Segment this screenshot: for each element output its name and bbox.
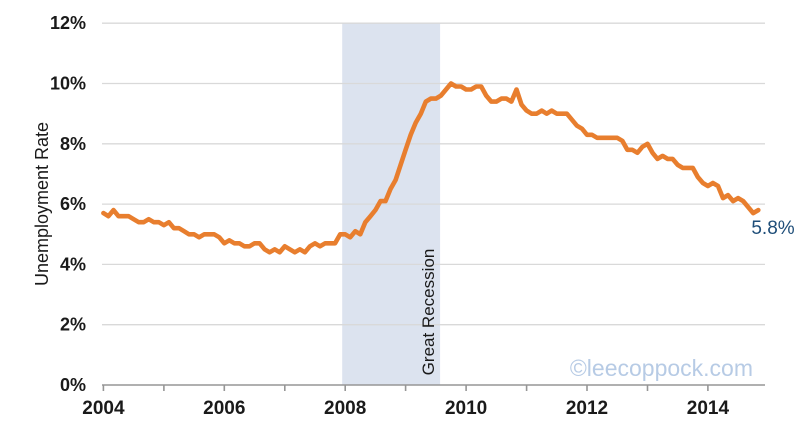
x-tick-label: 2014 <box>687 398 730 419</box>
x-tick-label: 2006 <box>203 398 245 419</box>
y-tick-label: 4% <box>60 254 86 274</box>
x-tick-label: 2004 <box>82 398 125 419</box>
y-tick-labels: 0% 2% 4% 6% 8% 10% 12% <box>50 13 86 395</box>
unemployment-line <box>101 81 761 255</box>
y-tick-label: 2% <box>60 315 86 335</box>
gridlines-layer <box>102 22 765 326</box>
x-tick-labels: 2004 2006 2008 2010 2012 2014 <box>82 398 729 419</box>
watermark-text: ©leecoppock.com <box>570 355 753 381</box>
end-value-label: 5.8% <box>751 218 794 239</box>
x-tick-label: 2012 <box>566 398 608 419</box>
x-axis-layer <box>102 384 765 391</box>
y-tick-label: 6% <box>60 194 86 214</box>
y-tick-label: 0% <box>60 375 86 395</box>
y-axis-title: Unemployment Rate <box>32 122 52 286</box>
y-tick-label: 8% <box>60 134 86 154</box>
x-tick-label: 2008 <box>324 398 366 419</box>
y-tick-label: 12% <box>50 13 86 33</box>
y-tick-label: 10% <box>50 74 86 94</box>
recession-band-label: Great Recession <box>419 249 438 376</box>
x-tick-label: 2010 <box>445 398 487 419</box>
series-line-layer <box>101 81 761 255</box>
